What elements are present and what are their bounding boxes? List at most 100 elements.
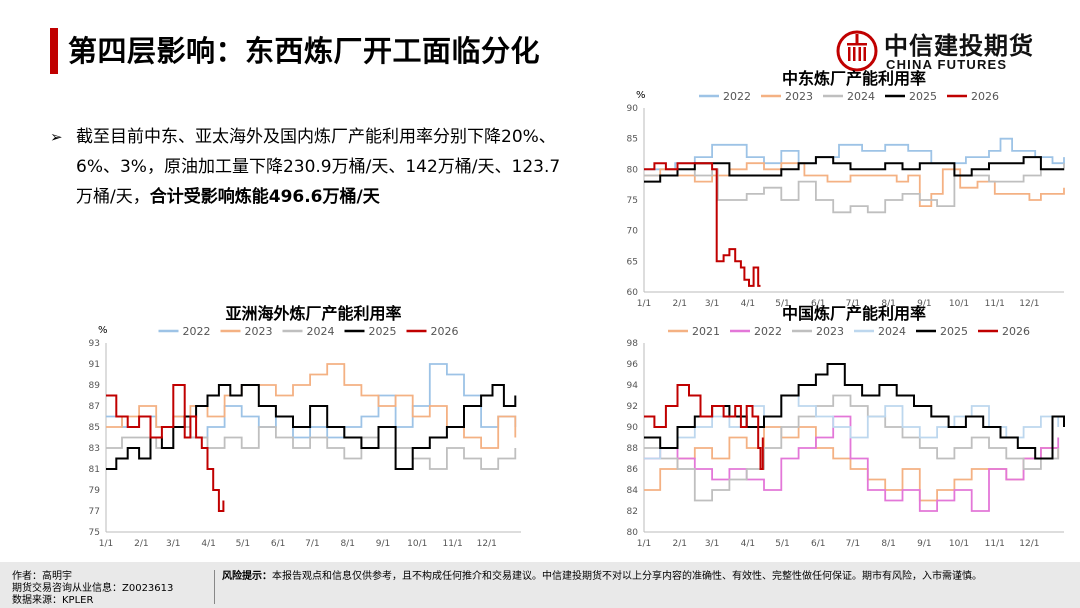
x-tick-label: 10/1 (949, 299, 969, 309)
legend-label-2023: 2023 (785, 90, 813, 103)
x-tick-label: 3/1 (705, 539, 719, 549)
x-tick-label: 6/1 (811, 299, 825, 309)
x-tick-label: 2/1 (673, 299, 687, 309)
y-tick-label: 85 (89, 423, 100, 433)
x-tick-label: 2/1 (673, 539, 687, 549)
y-tick-label: 83 (89, 444, 100, 454)
x-tick-label: 9/1 (917, 299, 931, 309)
y-tick-label: 77 (89, 507, 100, 517)
series-line-2023 (644, 162, 1065, 207)
chart-title: 中东炼厂产能利用率 (782, 69, 926, 88)
x-tick-label: 1/1 (637, 539, 651, 549)
x-tick-label: 1/1 (637, 299, 651, 309)
y-tick-label: 87 (89, 402, 100, 412)
y-tick-label: 80 (627, 528, 639, 538)
x-tick-label: 12/1 (1019, 299, 1039, 309)
footer-source: 数据来源：KPLER (12, 595, 94, 606)
legend-label-2024: 2024 (878, 325, 906, 338)
y-tick-label: 84 (627, 486, 639, 496)
logo-english-name: CHINA FUTURES (886, 57, 1008, 72)
footer: 作者：高明宇 期货交易咨询从业信息：Z0023613 数据来源：KPLER 风险… (0, 562, 1080, 608)
series-line-2022 (644, 415, 1060, 512)
y-tick-label: 94 (627, 381, 639, 391)
y-tick-label: 65 (627, 257, 638, 267)
y-unit-label: % (636, 90, 646, 101)
series-line-2024 (644, 163, 1065, 214)
legend-label-2022: 2022 (723, 90, 751, 103)
x-tick-label: 9/1 (917, 539, 931, 549)
x-tick-label: 7/1 (846, 539, 860, 549)
x-tick-label: 4/1 (201, 539, 215, 549)
series-line-2022 (644, 137, 1065, 171)
legend-label-2026: 2026 (431, 325, 459, 338)
x-tick-label: 3/1 (166, 539, 180, 549)
series-line-2023 (644, 394, 1060, 502)
x-tick-label: 11/1 (442, 539, 462, 549)
x-tick-label: 5/1 (236, 539, 250, 549)
company-logo: 中信建投期货 CHINA FUTURES (836, 26, 1036, 78)
x-tick-label: 8/1 (340, 539, 354, 549)
y-tick-label: 96 (627, 360, 639, 370)
y-tick-label: 88 (627, 444, 639, 454)
y-tick-label: 90 (627, 104, 639, 114)
y-tick-label: 75 (627, 196, 638, 206)
y-tick-label: 70 (627, 227, 639, 237)
x-tick-label: 10/1 (407, 539, 427, 549)
chart-china: 中国炼厂产能利用率 2021 2022 2023 2024 2025 2026 80 82 84 8… (600, 304, 1080, 558)
asia_pacific-svg: 亚洲海外炼厂产能利用率% 2022 2023 2024 2025 2026 75 77 79 81… (89, 304, 521, 549)
legend-label-2021: 2021 (692, 325, 720, 338)
x-tick-label: 12/1 (477, 539, 497, 549)
y-tick-label: 82 (627, 507, 638, 517)
x-tick-label: 6/1 (271, 539, 285, 549)
legend-label-2025: 2025 (940, 325, 968, 338)
x-tick-label: 5/1 (775, 299, 789, 309)
legend-label-2022: 2022 (183, 325, 211, 338)
legend-label-2024: 2024 (847, 90, 875, 103)
y-tick-label: 86 (627, 465, 639, 475)
series-line-2026 (644, 384, 764, 470)
china-svg: 中国炼厂产能利用率 2021 2022 2023 2024 2025 2026 80 82 84 8… (627, 304, 1065, 549)
logo-chinese-name: 中信建投期货 (884, 32, 1034, 60)
middle_east-svg: 中东炼厂产能利用率% 2022 2023 2024 2025 2026 60 65 70 75 80… (627, 69, 1065, 309)
x-tick-label: 2/1 (134, 539, 148, 549)
y-tick-label: 75 (89, 528, 100, 538)
title-accent-bar (50, 28, 58, 74)
legend-label-2023: 2023 (245, 325, 273, 338)
series-line-2025 (644, 363, 1065, 460)
legend-label-2022: 2022 (754, 325, 782, 338)
chart-title: 亚洲海外炼厂产能利用率 (225, 304, 401, 323)
footer-license: 期货交易咨询从业信息：Z0023613 (12, 583, 174, 594)
series-line-2026 (106, 384, 225, 512)
y-tick-label: 90 (627, 423, 639, 433)
x-tick-label: 3/1 (705, 299, 719, 309)
footer-risk-label: 风险提示： (222, 571, 272, 582)
series-line-2025 (106, 384, 517, 470)
y-tick-label: 81 (89, 465, 100, 475)
series-line-2025 (644, 156, 1064, 183)
y-tick-label: 93 (89, 339, 100, 349)
legend-label-2024: 2024 (307, 325, 335, 338)
footer-risk-text: 本报告观点和信息仅供参考，且不构成任何推介和交易建议。中信建投期货不对以上分享内… (272, 571, 982, 582)
chart-asia-pacific: 亚洲海外炼厂产能利用率% 2022 2023 2024 2025 2026 75 77 79 81… (62, 304, 537, 558)
legend-label-2026: 2026 (1002, 325, 1030, 338)
x-tick-label: 7/1 (846, 299, 860, 309)
x-tick-label: 11/1 (985, 299, 1005, 309)
footer-author: 作者：高明宇 (12, 571, 72, 582)
summary-bullet: ➢ 截至目前中东、亚太海外及国内炼厂产能利用率分别下降20%、6%、3%，原油加… (50, 122, 570, 212)
y-tick-label: 89 (89, 381, 101, 391)
x-tick-label: 5/1 (775, 539, 789, 549)
summary-text-bold: 合计受影响炼能496.6万桶/天 (149, 187, 380, 207)
y-unit-label: % (98, 325, 108, 336)
y-tick-label: 98 (627, 339, 639, 349)
legend-label-2025: 2025 (909, 90, 937, 103)
x-tick-label: 10/1 (949, 539, 969, 549)
summary-text: 截至目前中东、亚太海外及国内炼厂产能利用率分别下降20%、6%、3%，原油加工量… (76, 127, 561, 207)
x-tick-label: 11/1 (985, 539, 1005, 549)
footer-divider (214, 570, 215, 604)
series-line-2026 (644, 162, 761, 287)
y-tick-label: 80 (627, 165, 639, 175)
chart-middle-east: 中东炼厂产能利用率% 2022 2023 2024 2025 2026 60 65 70 75 80… (600, 69, 1080, 318)
page-title: 第四层影响：东西炼厂开工面临分化 (68, 34, 541, 68)
x-tick-label: 12/1 (1019, 539, 1039, 549)
x-tick-label: 1/1 (99, 539, 113, 549)
